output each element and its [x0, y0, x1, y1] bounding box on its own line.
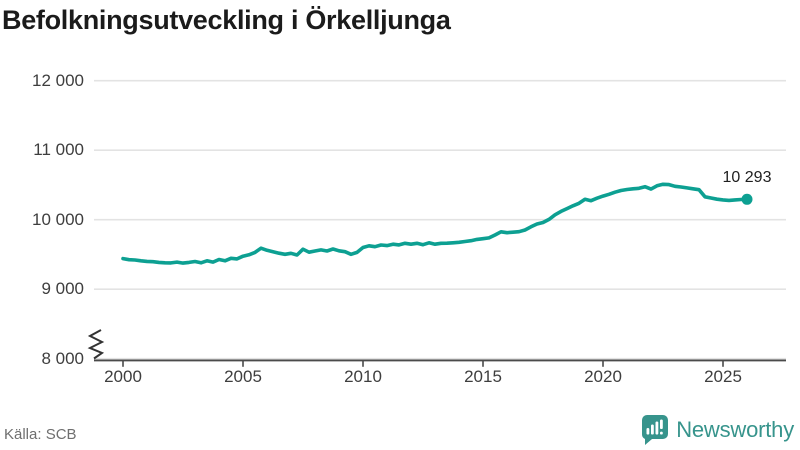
axis-break-icon: [87, 329, 105, 360]
x-tick-label: 2000: [104, 367, 142, 386]
last-point-marker: [741, 193, 753, 205]
source-caption: Källa: SCB: [4, 426, 77, 443]
y-tick-label: 11 000: [33, 140, 84, 160]
newsworthy-logo-icon: [642, 415, 669, 445]
x-axis-ticks: [122, 360, 724, 367]
bar-chart-glyph: [646, 419, 663, 435]
gridlines: [94, 79, 786, 360]
y-tick-label: 9 000: [41, 279, 84, 299]
y-tick-label: 10 000: [32, 209, 84, 229]
newsworthy-logo: Newsworthy: [639, 414, 794, 445]
x-tick-label: 2010: [344, 367, 382, 386]
chart-title: Befolkningsutveckling i Örkelljunga: [2, 5, 451, 35]
x-tick-label: 2020: [584, 367, 622, 386]
x-tick-label: 2025: [704, 367, 742, 386]
y-tick-label: 12 000: [32, 70, 84, 90]
y-tick-label: 8 000: [41, 348, 84, 368]
newsworthy-wordmark: Newsworthy: [676, 416, 794, 442]
x-tick-label: 2005: [224, 367, 262, 386]
x-tick-label: 2015: [464, 367, 502, 386]
speech-bubble-shape: [642, 415, 669, 445]
last-value-label: 10 293: [722, 169, 772, 186]
population-line: [121, 182, 749, 265]
